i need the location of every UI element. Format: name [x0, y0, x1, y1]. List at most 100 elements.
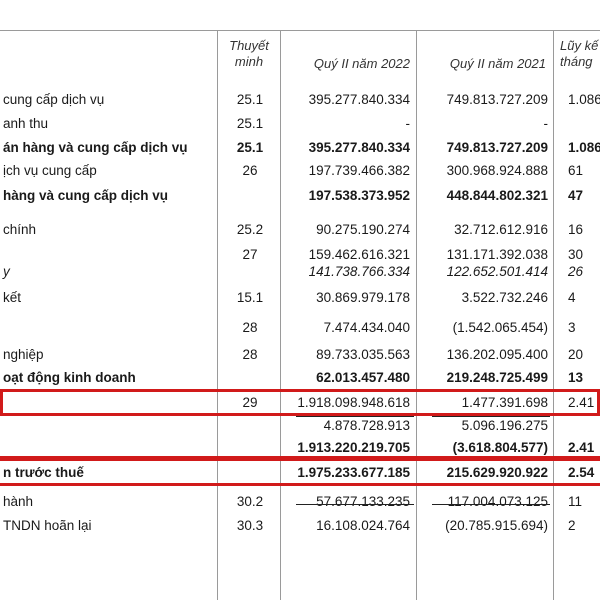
value-accumulated: 1.086	[568, 92, 600, 107]
table-row: chính 25.2 90.275.190.274 32.712.612.916 16	[0, 222, 600, 242]
row-label: nghiệp	[3, 347, 44, 362]
table-row: 29 1.918.098.948.618 1.477.391.698 2.41	[0, 395, 600, 415]
row-label: ịch vụ cung cấp	[3, 163, 97, 178]
table-row: 4.878.728.913 5.096.196.275	[0, 418, 600, 438]
value-q2-2021: 300.968.924.888	[446, 163, 548, 178]
value-q2-2022: -	[405, 116, 411, 131]
column-divider	[217, 30, 218, 600]
value-q2-2022: 62.013.457.480	[316, 370, 410, 385]
table-row: kết 15.1 30.869.979.178 3.522.732.246 4	[0, 290, 600, 310]
row-label: y	[3, 264, 10, 279]
sum-underline	[432, 504, 550, 505]
table-row: y 141.738.766.334 122.652.501.414 26	[0, 264, 600, 284]
value-accumulated: 2.41	[568, 395, 595, 410]
row-label: TNDN hoãn lại	[3, 518, 92, 533]
value-q2-2021: (1.542.065.454)	[452, 320, 548, 335]
row-label: oạt động kinh doanh	[3, 370, 136, 385]
value-q2-2022: 89.733.035.563	[316, 347, 410, 362]
row-note: 25.1	[236, 92, 264, 107]
value-accumulated: 2.41	[568, 440, 595, 455]
table-row: 1.913.220.219.705 (3.618.804.577) 2.41	[0, 440, 600, 460]
value-q2-2022: 159.462.616.321	[308, 247, 410, 262]
value-q2-2021: -	[543, 116, 549, 131]
value-q2-2022: 197.538.373.952	[308, 188, 410, 203]
value-q2-2022: 1.975.233.677.185	[297, 465, 410, 480]
value-accumulated: 1.086	[568, 140, 600, 155]
table-row: 27 159.462.616.321 131.171.392.038 30	[0, 247, 600, 267]
value-accumulated: 61	[568, 163, 584, 178]
row-label: cung cấp dịch vụ	[3, 92, 105, 107]
value-q2-2021: 3.522.732.246	[461, 290, 548, 305]
value-q2-2021: (20.785.915.694)	[445, 518, 548, 533]
value-q2-2022: 395.277.840.334	[308, 92, 410, 107]
table-row: hành 30.2 57.677.133.235 117.004.073.125 11	[0, 494, 600, 514]
value-q2-2022: 16.108.024.764	[316, 518, 410, 533]
value-q2-2022: 7.474.434.040	[323, 320, 410, 335]
value-accumulated: 4	[568, 290, 576, 305]
row-label: anh thu	[3, 116, 49, 131]
table-row: ịch vụ cung cấp 26 197.739.466.382 300.968.…	[0, 163, 600, 183]
table-row: cung cấp dịch vụ 25.1 395.277.840.334 749.8…	[0, 92, 600, 112]
table-row: anh thu 25.1 - -	[0, 116, 600, 136]
row-note: 30.3	[236, 518, 264, 533]
value-q2-2022: 4.878.728.913	[323, 418, 410, 433]
row-label: án hàng và cung cấp dịch vụ	[3, 140, 188, 155]
sum-underline	[432, 416, 550, 417]
highlight-line-top	[0, 456, 600, 459]
value-q2-2022: 141.738.766.334	[308, 264, 410, 279]
row-label: n trước thuế	[3, 465, 84, 480]
highlight-line-top	[0, 458, 600, 461]
value-q2-2021: 131.171.392.038	[446, 247, 548, 262]
value-q2-2021: 122.652.501.414	[446, 264, 548, 279]
value-accumulated: 13	[568, 370, 584, 385]
value-accumulated: 2	[568, 518, 576, 533]
value-accumulated: 3	[568, 320, 576, 335]
row-note: 27	[242, 247, 258, 262]
value-q2-2022: 57.677.133.235	[316, 494, 410, 509]
row-label: hành	[3, 494, 34, 509]
value-q2-2021: 219.248.725.499	[446, 370, 548, 385]
row-label: chính	[3, 222, 37, 237]
header-accumulated: Lũy kế tháng	[560, 38, 599, 69]
column-divider	[280, 30, 281, 600]
value-q2-2022: 30.869.979.178	[316, 290, 410, 305]
value-q2-2022: 1.913.220.219.705	[297, 440, 410, 455]
table-row: hàng và cung cấp dịch vụ 197.538.373.952 4…	[0, 188, 600, 208]
value-q2-2021: 32.712.612.916	[454, 222, 548, 237]
row-note: 25.2	[236, 222, 264, 237]
value-q2-2021: 448.844.802.321	[446, 188, 548, 203]
value-q2-2021: 5.096.196.275	[461, 418, 548, 433]
table-row: oạt động kinh doanh 62.013.457.480 219.248…	[0, 370, 600, 390]
value-q2-2021: 749.813.727.209	[446, 140, 548, 155]
value-q2-2022: 1.918.098.948.618	[297, 395, 410, 410]
value-q2-2021: 215.629.920.922	[446, 465, 548, 480]
value-q2-2021: (3.618.804.577)	[452, 440, 548, 455]
table-row: n trước thuế 1.975.233.677.185 215.629.920…	[0, 465, 600, 485]
value-q2-2021: 749.813.727.209	[446, 92, 548, 107]
value-q2-2021: 117.004.073.125	[447, 494, 548, 509]
row-note: 30.2	[236, 494, 264, 509]
value-accumulated: 26	[568, 264, 584, 279]
table-row: TNDN hoãn lại 30.3 16.108.024.764 (20.785.9…	[0, 518, 600, 538]
value-accumulated: 16	[568, 222, 584, 237]
sum-underline	[296, 416, 414, 417]
value-accumulated: 11	[568, 494, 583, 509]
row-note: 25.1	[236, 140, 264, 155]
value-accumulated: 2.54	[568, 465, 595, 480]
value-q2-2021: 1.477.391.698	[461, 395, 548, 410]
row-note: 28	[242, 320, 258, 335]
value-accumulated: 30	[568, 247, 584, 262]
value-accumulated: 47	[568, 188, 584, 203]
column-divider	[553, 30, 554, 600]
row-note: 15.1	[236, 290, 264, 305]
row-note: 29	[242, 395, 258, 410]
value-q2-2021: 136.202.095.400	[446, 347, 548, 362]
column-divider	[416, 30, 417, 600]
highlight-box	[0, 389, 600, 416]
table-row: 28 7.474.434.040 (1.542.065.454) 3	[0, 320, 600, 340]
header-q2-2021: Quý II năm 2021	[449, 56, 546, 71]
highlight-line-bottom	[0, 483, 600, 486]
sum-underline	[296, 504, 414, 505]
header-divider	[0, 30, 600, 31]
